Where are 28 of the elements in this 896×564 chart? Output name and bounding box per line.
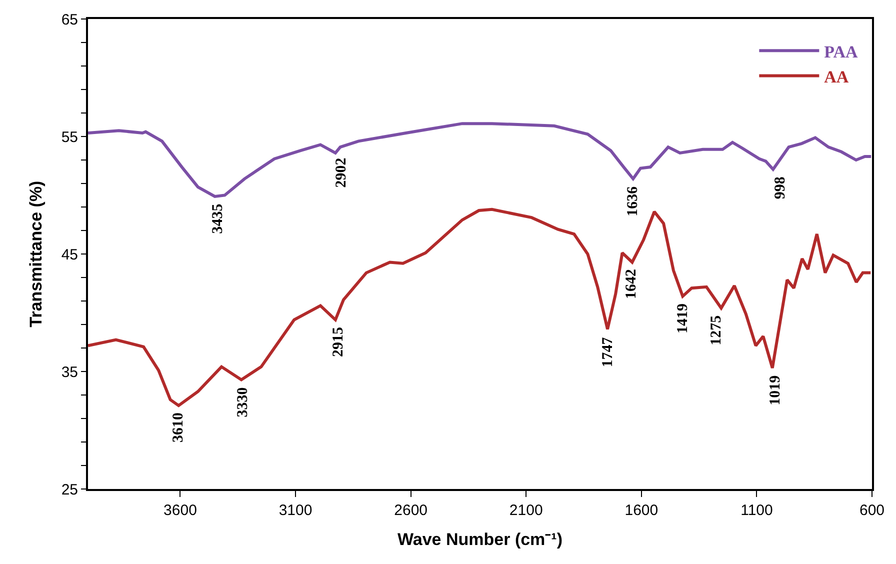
y-tick-label: 45 <box>61 246 78 264</box>
annotation: 1747 <box>600 336 616 368</box>
legend-label: AA <box>824 67 850 86</box>
annotation: 3610 <box>170 412 186 443</box>
annotation: 3435 <box>210 204 226 234</box>
x-tick-label: 1600 <box>624 502 658 519</box>
annotation: 1642 <box>624 268 640 299</box>
annotation: 1419 <box>674 303 691 334</box>
annotation: 2915 <box>330 326 346 357</box>
annotation: 1275 <box>708 315 724 346</box>
legend-label: PAA <box>824 42 859 62</box>
x-axis-title: Wave Number (cm⁻¹) <box>397 530 563 549</box>
x-tick-label: 3600 <box>164 502 197 519</box>
y-axis-title: Transmittance (%) <box>26 180 46 328</box>
y-tick-label: 25 <box>61 481 78 498</box>
annotation: 2902 <box>334 158 350 188</box>
annotation: 1019 <box>767 375 784 406</box>
y-tick-label: 35 <box>61 364 78 381</box>
y-tick-label: 65 <box>61 11 78 28</box>
x-tick-label: 2600 <box>394 502 428 519</box>
annotation: 1636 <box>624 186 641 216</box>
x-tick-label: 1100 <box>740 502 773 519</box>
annotation: 3330 <box>234 387 251 418</box>
y-tick-label: 55 <box>61 128 78 146</box>
x-tick-label: 2100 <box>509 502 543 519</box>
annotation: 998 <box>772 176 788 200</box>
x-tick-label: 3100 <box>278 502 312 519</box>
x-tick-label: 600 <box>859 502 885 519</box>
